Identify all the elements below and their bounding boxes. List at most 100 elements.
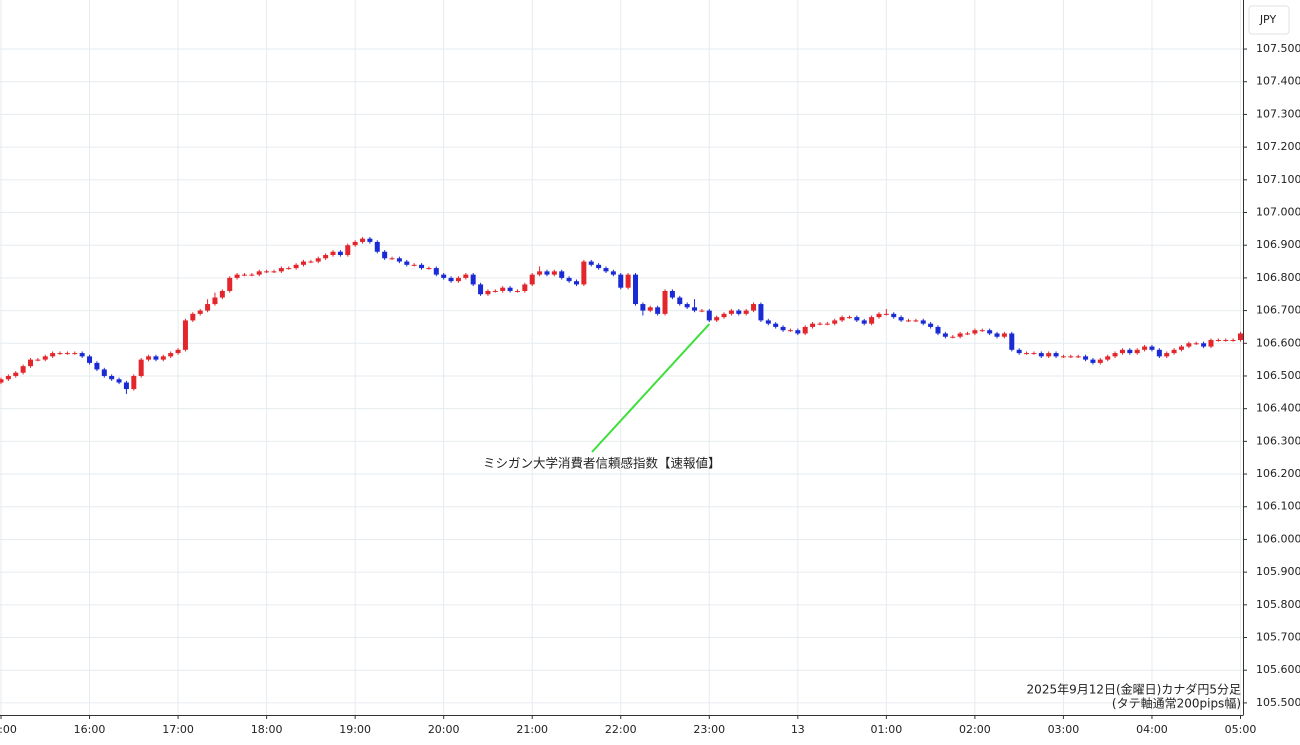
candle-body xyxy=(1215,340,1221,342)
candle-body xyxy=(0,379,4,383)
candle-body xyxy=(1119,349,1125,354)
x-tick-label: 16:00 xyxy=(74,723,106,736)
candle-body xyxy=(1230,340,1236,342)
x-tick-label: 03:00 xyxy=(1048,723,1080,736)
candle-body xyxy=(278,268,284,272)
candle-body xyxy=(839,317,845,321)
x-tick-label: 01:00 xyxy=(871,723,903,736)
y-tick-label: 105.700 xyxy=(1256,631,1300,644)
y-tick-label: 106.000 xyxy=(1256,532,1300,545)
candle-body xyxy=(330,251,336,256)
candle-body xyxy=(64,353,70,355)
candle-body xyxy=(677,297,683,305)
y-tick-label: 106.200 xyxy=(1256,467,1300,480)
candle-body xyxy=(972,330,978,334)
candle-body xyxy=(1024,353,1030,355)
candle-body xyxy=(109,375,115,380)
candle-body xyxy=(13,372,19,376)
candle-body xyxy=(950,336,956,338)
candle-body xyxy=(264,271,270,273)
candle-body xyxy=(360,238,366,242)
y-tick-label: 105.500 xyxy=(1256,696,1300,709)
candle-body xyxy=(1186,343,1192,347)
candle-body xyxy=(684,304,690,308)
x-tick-label: 13 xyxy=(791,723,805,736)
candle-body xyxy=(522,284,528,291)
candle-body xyxy=(485,290,491,295)
candle-body xyxy=(1105,356,1111,360)
candle-body xyxy=(1208,340,1214,347)
candle-body xyxy=(492,290,498,292)
candle-body xyxy=(721,313,727,318)
x-tick-label: 15:00 xyxy=(0,723,17,736)
y-tick-label: 106.500 xyxy=(1256,369,1300,382)
candle-body xyxy=(765,320,771,324)
candle-body xyxy=(846,317,852,319)
candle-body xyxy=(861,320,867,324)
candle-body xyxy=(965,333,971,335)
candle-body xyxy=(817,323,823,325)
candle-body xyxy=(249,274,255,276)
candle-body xyxy=(1083,356,1089,360)
candle-body xyxy=(433,268,439,275)
x-tick-label: 19:00 xyxy=(339,723,371,736)
candle-body xyxy=(1149,346,1155,350)
candle-body xyxy=(123,382,129,390)
candle-body xyxy=(241,274,247,276)
candle-body xyxy=(42,356,48,360)
candle-body xyxy=(633,274,639,305)
candle-body xyxy=(758,304,764,321)
candle-body xyxy=(544,271,550,275)
candle-body xyxy=(160,356,166,360)
y-tick-label: 106.400 xyxy=(1256,402,1300,415)
candle-body xyxy=(935,326,941,334)
y-tick-label: 107.300 xyxy=(1256,107,1300,120)
candle-body xyxy=(913,320,919,322)
x-tick-label: 04:00 xyxy=(1136,723,1168,736)
candle-body xyxy=(57,353,63,355)
candle-body xyxy=(441,274,447,278)
candle-body xyxy=(957,333,963,337)
candle-body xyxy=(72,353,78,355)
candle-body xyxy=(566,277,572,282)
candle-body xyxy=(478,284,484,295)
candle-body xyxy=(1090,359,1096,363)
candle-body xyxy=(271,271,277,273)
candle-body xyxy=(419,264,425,269)
x-tick-label: 05:00 xyxy=(1225,723,1257,736)
y-tick-label: 107.400 xyxy=(1256,75,1300,88)
candle-body xyxy=(529,274,535,285)
candle-body xyxy=(28,359,34,367)
candle-body xyxy=(507,287,513,291)
x-tick-label: 21:00 xyxy=(516,723,548,736)
candle-body xyxy=(869,317,875,324)
candle-body xyxy=(463,274,469,278)
candle-body xyxy=(455,277,461,282)
candle-body xyxy=(551,271,557,275)
candle-body xyxy=(50,353,56,357)
candle-body xyxy=(714,317,720,321)
candle-body xyxy=(234,274,240,278)
candle-body xyxy=(603,268,609,272)
candle-body xyxy=(905,320,911,322)
candle-body xyxy=(352,241,358,246)
candle-body xyxy=(411,264,417,266)
x-tick-label: 23:00 xyxy=(693,723,725,736)
y-tick-label: 107.500 xyxy=(1256,42,1300,55)
candle-body xyxy=(1201,343,1207,347)
candle-body xyxy=(315,258,321,262)
candle-body xyxy=(79,353,85,357)
y-tick-label: 106.800 xyxy=(1256,271,1300,284)
x-tick-label: 20:00 xyxy=(428,723,460,736)
candle-body xyxy=(669,290,675,298)
candle-body xyxy=(810,323,816,327)
candle-body xyxy=(205,304,211,311)
candle-body xyxy=(219,290,225,298)
y-tick-label: 106.700 xyxy=(1256,304,1300,317)
candle-body xyxy=(212,297,218,305)
candle-body xyxy=(101,369,107,376)
currency-box xyxy=(1248,5,1290,35)
candle-body xyxy=(640,304,646,311)
candle-body xyxy=(138,359,144,376)
candle-body xyxy=(470,274,476,285)
